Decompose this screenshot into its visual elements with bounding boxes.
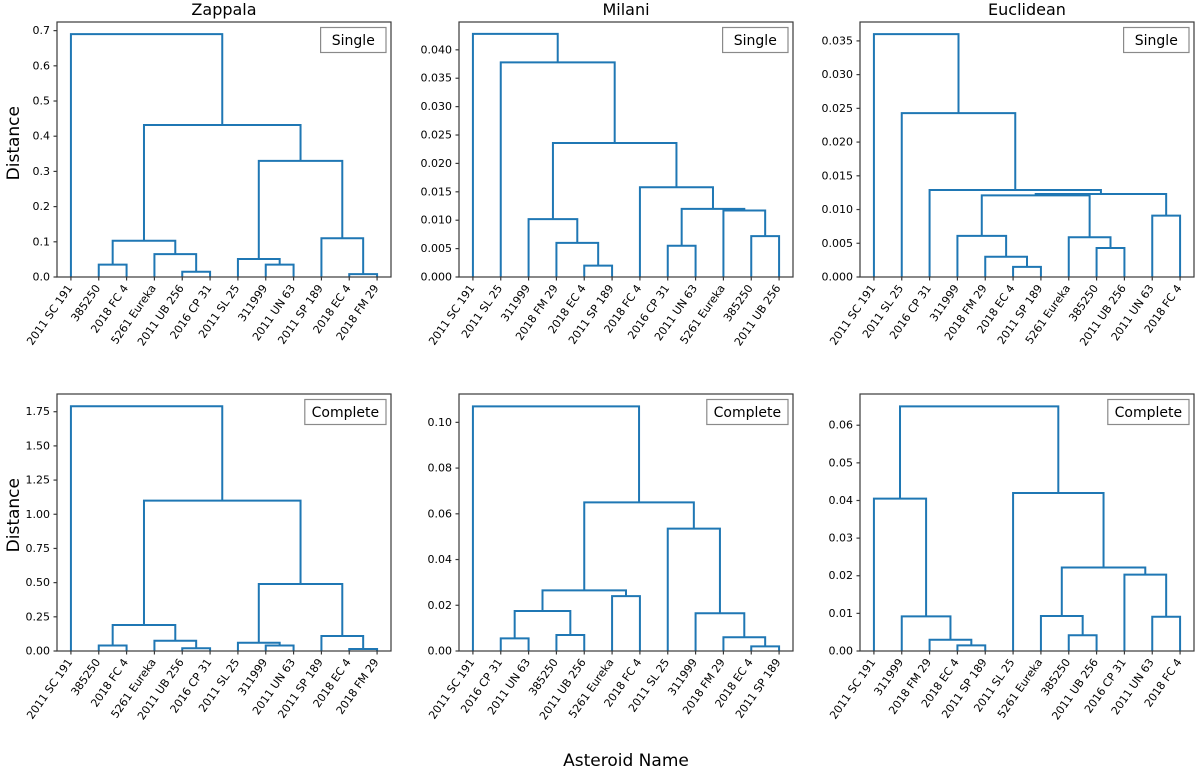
dendrogram-lines — [69, 33, 379, 277]
y-tick-label: 0.025 — [421, 129, 453, 142]
y-tick-label: 0.00 — [428, 645, 453, 658]
y-tick-label: 1.50 — [26, 439, 51, 452]
y-tick-label: 0.3 — [33, 165, 51, 178]
legend-box — [722, 26, 789, 54]
y-tick-label: 0.030 — [822, 68, 854, 81]
dendrogram-euclidean-single: 0.000 0.005 0.010 0.015 0.020 0.025 0.030 0.035… — [822, 0, 1195, 348]
y-tick-label: 0.035 — [421, 72, 453, 85]
y-tick-label: 0.020 — [822, 136, 854, 149]
subplot-title: Milani — [602, 0, 649, 19]
axes-spines — [859, 393, 1195, 652]
y-tick-label: 0.25 — [26, 610, 51, 623]
y-tick-label: 0.50 — [26, 576, 51, 589]
y-tick-label: 1.25 — [26, 474, 51, 487]
y-tick-label: 1.00 — [26, 508, 51, 521]
y-axis-label-top: Distance — [4, 106, 24, 181]
y-tick-label: 0.04 — [428, 553, 453, 566]
y-tick-label: 1.75 — [26, 405, 51, 418]
y-tick-label: 0.010 — [421, 214, 453, 227]
axes-spines — [458, 393, 794, 652]
axes-spines — [859, 21, 1195, 278]
legend-label: Single — [1135, 33, 1178, 49]
y-tick-label: 0.0 — [33, 271, 51, 284]
y-tick-label: 0.08 — [428, 462, 453, 475]
legend-label: Complete — [714, 405, 781, 421]
x-tick-label-asteroid: 2011 SC 191 — [24, 282, 75, 347]
legend-box — [1123, 26, 1190, 54]
y-tick-label: 0.020 — [421, 157, 453, 170]
y-tick-label: 0.010 — [822, 203, 854, 216]
y-tick-label: 0.000 — [822, 271, 854, 284]
y-axis-label-bottom: Distance — [4, 478, 24, 553]
y-tick-label: 0.000 — [421, 271, 453, 284]
y-tick-label: 0.025 — [822, 102, 854, 115]
y-tick-label: 0.035 — [822, 34, 854, 47]
legend-box — [304, 398, 387, 426]
legend-label: Single — [332, 33, 375, 49]
y-tick-label: 0.00 — [829, 645, 854, 658]
dendrogram-lines — [471, 405, 781, 651]
subplot-title: Zappala — [191, 0, 256, 19]
y-tick-label: 0.06 — [428, 507, 453, 520]
axes-spines — [56, 21, 392, 278]
x-tick-label-asteroid: 2011 SC 191 — [827, 656, 878, 721]
y-tick-label: 0.10 — [428, 416, 453, 429]
y-tick-label: 0.6 — [33, 59, 51, 72]
y-tick-label: 0.2 — [33, 200, 51, 213]
y-tick-label: 0.015 — [421, 185, 453, 198]
y-tick-label: 0.005 — [822, 237, 854, 250]
axes-spines — [458, 21, 794, 278]
y-tick-label: 0.02 — [428, 599, 453, 612]
y-tick-label: 0.00 — [26, 645, 51, 658]
dendrogram-zappala-complete: 0.00 0.25 0.50 0.75 1.00 1.25 1.50 1.75 2011 SC … — [24, 393, 392, 722]
y-tick-label: 0.5 — [33, 95, 51, 108]
y-tick-label: 0.02 — [829, 569, 854, 582]
legend-label: Single — [734, 33, 777, 49]
y-tick-label: 0.04 — [829, 494, 854, 507]
dendrogram-lines — [872, 33, 1182, 277]
legend-box — [320, 26, 387, 54]
legend-label: Complete — [1115, 405, 1182, 421]
legend-label: Complete — [312, 405, 379, 421]
y-tick-label: 0.005 — [421, 242, 453, 255]
y-tick-label: 0.01 — [829, 607, 854, 620]
y-tick-label: 0.015 — [822, 169, 854, 182]
y-tick-label: 0.7 — [33, 24, 51, 37]
y-tick-label: 0.75 — [26, 542, 51, 555]
y-tick-label: 0.06 — [829, 419, 854, 432]
y-tick-label: 0.030 — [421, 100, 453, 113]
y-tick-label: 0.040 — [421, 43, 453, 56]
dendrogram-lines — [872, 405, 1182, 651]
legend-box — [1107, 398, 1190, 426]
y-tick-label: 0.1 — [33, 235, 51, 248]
y-tick-label: 0.4 — [33, 130, 51, 143]
y-tick-label: 0.03 — [829, 532, 854, 545]
dendrogram-milani-single: 0.000 0.005 0.010 0.015 0.020 0.025 0.030 0.035… — [421, 0, 794, 348]
axes-spines — [56, 393, 392, 652]
x-tick-label-asteroid: 2011 SC 191 — [24, 656, 75, 721]
x-axis-label: Asteroid Name — [563, 751, 689, 771]
dendrogram-lines — [69, 405, 379, 651]
legend-box — [706, 398, 789, 426]
dendrogram-lines — [471, 32, 781, 277]
subplot-title: Euclidean — [988, 0, 1066, 19]
y-tick-label: 0.05 — [829, 456, 854, 469]
